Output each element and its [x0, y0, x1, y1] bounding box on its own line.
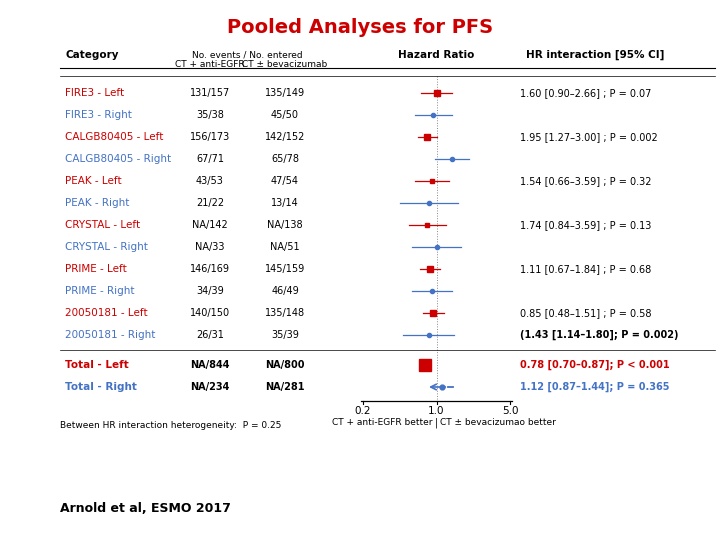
Text: PEAK - Right: PEAK - Right: [65, 198, 130, 208]
Text: 45/50: 45/50: [271, 110, 299, 120]
Text: 0.78 [0.70–0.87]; P < 0.001: 0.78 [0.70–0.87]; P < 0.001: [520, 360, 670, 370]
Text: FIRE3 - Left: FIRE3 - Left: [65, 88, 124, 98]
Text: FIRE3 - Right: FIRE3 - Right: [65, 110, 132, 120]
Text: 156/173: 156/173: [190, 132, 230, 142]
Text: NA/281: NA/281: [265, 382, 305, 392]
Text: Category: Category: [65, 50, 119, 60]
Text: 146/169: 146/169: [190, 264, 230, 274]
Text: 35/38: 35/38: [196, 110, 224, 120]
Text: Total - Left: Total - Left: [65, 360, 129, 370]
Text: CT ± bevacizumao better: CT ± bevacizumao better: [441, 418, 557, 427]
Text: 34/39: 34/39: [196, 286, 224, 296]
Text: 131/157: 131/157: [190, 88, 230, 98]
Text: 145/159: 145/159: [265, 264, 305, 274]
Text: 21/22: 21/22: [196, 198, 224, 208]
Text: 47/54: 47/54: [271, 176, 299, 186]
Text: 1.95 [1.27–3.00] ; P = 0.002: 1.95 [1.27–3.00] ; P = 0.002: [520, 132, 658, 142]
Text: CT + anti-EGFR: CT + anti-EGFR: [175, 60, 245, 69]
Text: 1.0: 1.0: [428, 406, 445, 416]
Text: CALGB80405 - Left: CALGB80405 - Left: [65, 132, 163, 142]
Text: 0.85 [0.48–1.51] ; P = 0.58: 0.85 [0.48–1.51] ; P = 0.58: [520, 308, 652, 318]
Text: 67/71: 67/71: [196, 154, 224, 164]
Text: CRYSTAL - Left: CRYSTAL - Left: [65, 220, 140, 230]
Text: CT + anti-EGFR better: CT + anti-EGFR better: [332, 418, 433, 427]
Text: CRYSTAL - Right: CRYSTAL - Right: [65, 242, 148, 252]
Text: 140/150: 140/150: [190, 308, 230, 318]
Text: Between HR interaction heterogeneity:  P = 0.25: Between HR interaction heterogeneity: P …: [60, 421, 282, 430]
Text: CT ± bevacizumab: CT ± bevacizumab: [243, 60, 328, 69]
Text: 20050181 - Right: 20050181 - Right: [65, 330, 156, 340]
Text: Hazard Ratio: Hazard Ratio: [398, 50, 474, 60]
Text: 1.60 [0.90–2.66] ; P = 0.07: 1.60 [0.90–2.66] ; P = 0.07: [520, 88, 652, 98]
Text: |: |: [435, 418, 438, 429]
Text: NA/800: NA/800: [265, 360, 305, 370]
Text: (1.43 [1.14–1.80]; P = 0.002): (1.43 [1.14–1.80]; P = 0.002): [520, 330, 678, 340]
Text: NA/33: NA/33: [195, 242, 225, 252]
Text: 1.11 [0.67–1.84] ; P = 0.68: 1.11 [0.67–1.84] ; P = 0.68: [520, 264, 652, 274]
Text: 5.0: 5.0: [502, 406, 518, 416]
Text: 35/39: 35/39: [271, 330, 299, 340]
Text: No. events / No. entered: No. events / No. entered: [192, 50, 303, 59]
Text: 1.54 [0.66–3.59] ; P = 0.32: 1.54 [0.66–3.59] ; P = 0.32: [520, 176, 652, 186]
Text: PRIME - Right: PRIME - Right: [65, 286, 135, 296]
Text: 65/78: 65/78: [271, 154, 299, 164]
Text: 13/14: 13/14: [271, 198, 299, 208]
Text: 26/31: 26/31: [196, 330, 224, 340]
Text: CALGB80405 - Right: CALGB80405 - Right: [65, 154, 171, 164]
Text: 142/152: 142/152: [265, 132, 305, 142]
Text: 43/53: 43/53: [196, 176, 224, 186]
Text: PEAK - Left: PEAK - Left: [65, 176, 122, 186]
Text: NA/234: NA/234: [190, 382, 230, 392]
Text: 135/148: 135/148: [265, 308, 305, 318]
Text: NA/51: NA/51: [270, 242, 300, 252]
Text: HR interaction [95% CI]: HR interaction [95% CI]: [526, 50, 664, 60]
Text: 20050181 - Left: 20050181 - Left: [65, 308, 148, 318]
Text: NA/138: NA/138: [267, 220, 303, 230]
Text: 1.12 [0.87–1.44]; P = 0.365: 1.12 [0.87–1.44]; P = 0.365: [520, 382, 670, 392]
Text: PRIME - Left: PRIME - Left: [65, 264, 127, 274]
Text: 46/49: 46/49: [271, 286, 299, 296]
Text: 1.74 [0.84–3.59] ; P = 0.13: 1.74 [0.84–3.59] ; P = 0.13: [520, 220, 652, 230]
Text: 135/149: 135/149: [265, 88, 305, 98]
Text: NA/844: NA/844: [190, 360, 230, 370]
Text: NA/142: NA/142: [192, 220, 228, 230]
Text: Pooled Analyses for PFS: Pooled Analyses for PFS: [227, 18, 493, 37]
Text: 0.2: 0.2: [355, 406, 372, 416]
Text: Arnold et al, ESMO 2017: Arnold et al, ESMO 2017: [60, 502, 231, 515]
Text: Total - Right: Total - Right: [65, 382, 137, 392]
